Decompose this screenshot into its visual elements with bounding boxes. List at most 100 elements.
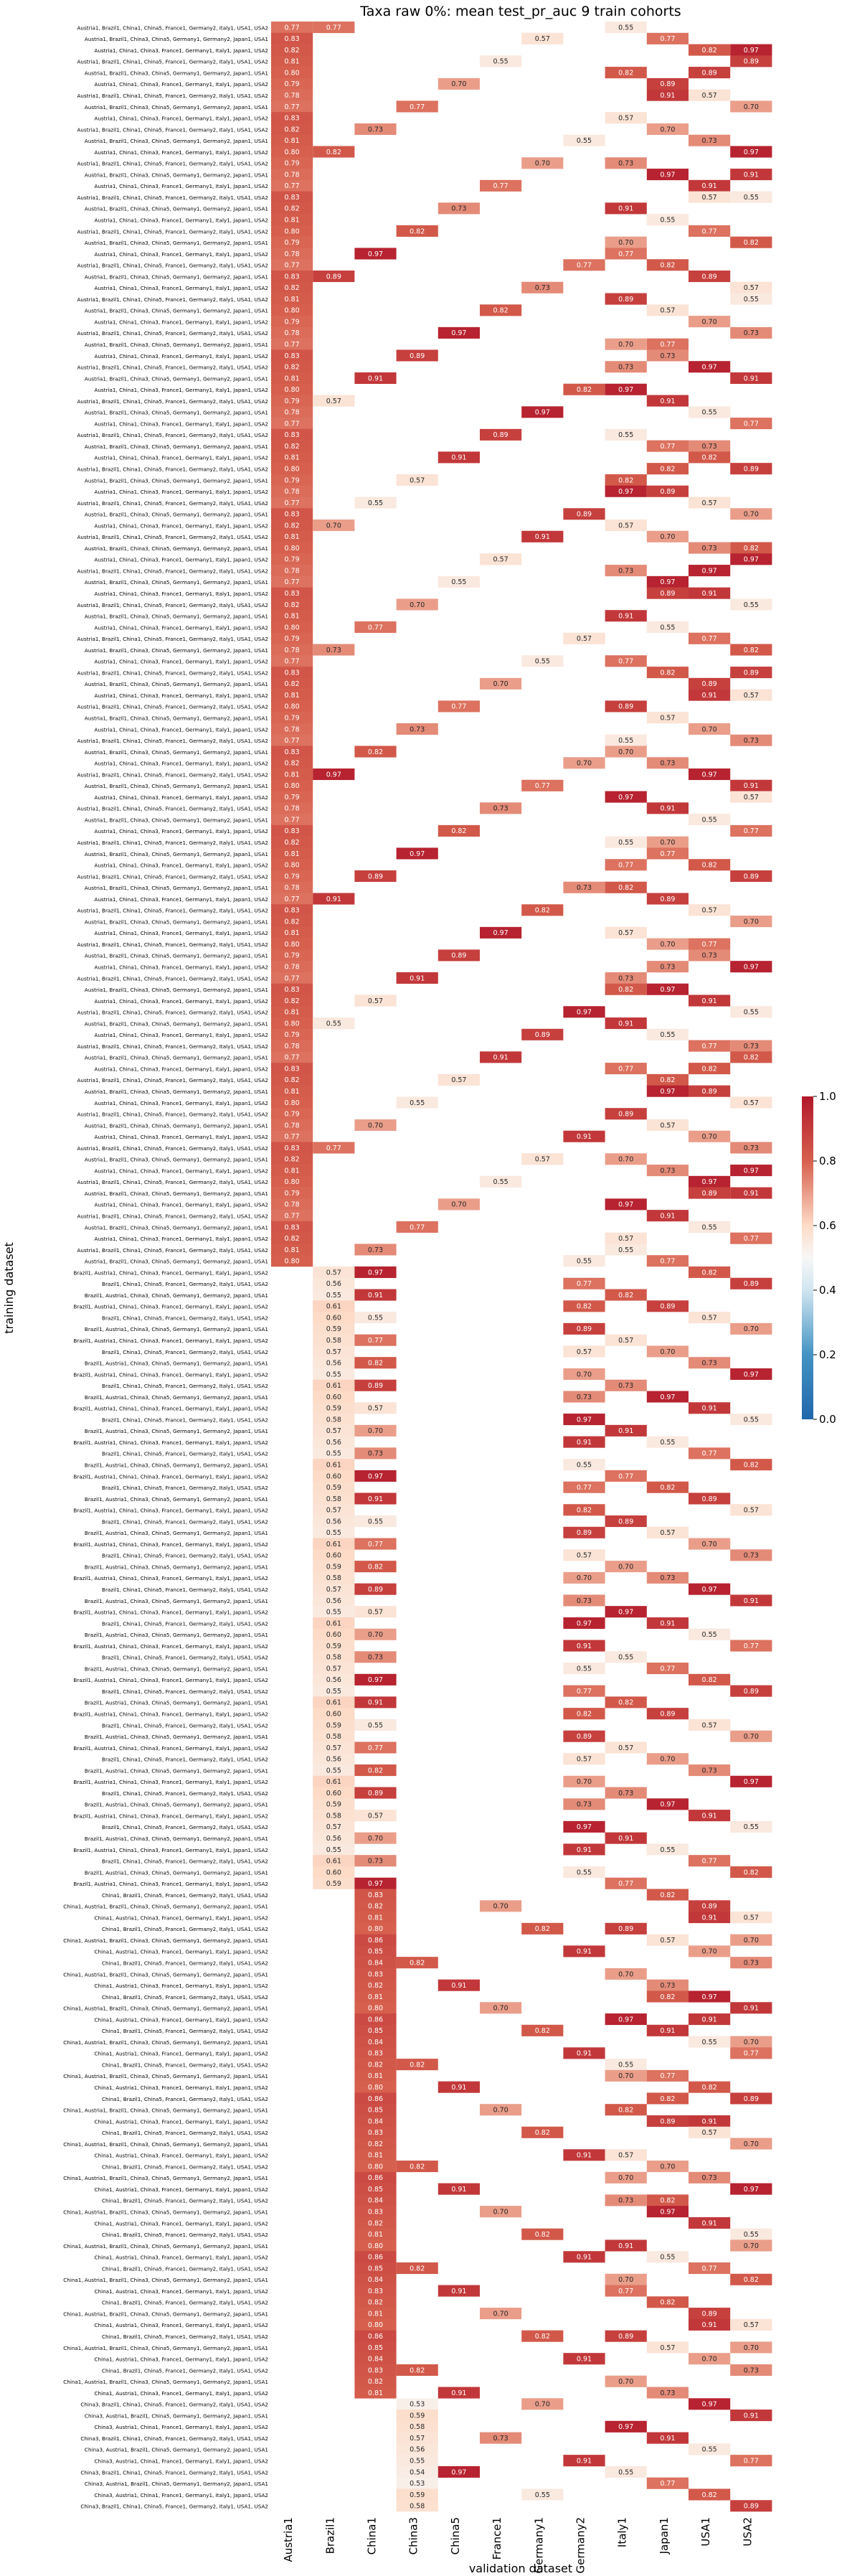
heatmap-cell bbox=[605, 1153, 647, 1165]
cell-value-label: 0.91 bbox=[702, 692, 717, 700]
heatmap-cell bbox=[689, 1900, 731, 1912]
heatmap-cell bbox=[689, 1187, 731, 1199]
row-label: Austria1, China1, China3, France1, Germa… bbox=[95, 285, 268, 291]
cell-value-label: 0.77 bbox=[285, 420, 300, 428]
row-label: Austria1, Brazil1, China1, China5, Franc… bbox=[77, 330, 269, 337]
heatmap-cell bbox=[563, 1504, 605, 1516]
heatmap-cell bbox=[730, 2341, 772, 2354]
heatmap-cell bbox=[271, 55, 313, 67]
row-label: Austria1, Brazil1, China3, China5, Germa… bbox=[85, 512, 268, 518]
cell-value-label: 0.91 bbox=[702, 2219, 717, 2227]
heatmap-cell bbox=[646, 349, 689, 362]
cell-value-label: 0.91 bbox=[577, 2457, 592, 2465]
heatmap-cell bbox=[354, 1934, 397, 1946]
heatmap-cell bbox=[605, 2059, 647, 2071]
cell-value-label: 0.61 bbox=[326, 1461, 341, 1469]
heatmap-cell bbox=[605, 836, 647, 848]
cell-value-label: 0.55 bbox=[493, 58, 508, 66]
heatmap-cell bbox=[730, 2500, 772, 2512]
cell-value-label: 0.73 bbox=[368, 1450, 383, 1458]
heatmap-cell bbox=[313, 1515, 355, 1528]
row-label: Brazil1, Austria1, China1, China3, Franc… bbox=[73, 1643, 268, 1650]
heatmap-cell bbox=[271, 293, 313, 305]
cell-value-label: 0.77 bbox=[285, 737, 300, 745]
heatmap-cell bbox=[730, 1775, 772, 1787]
cell-value-label: 0.70 bbox=[744, 1733, 759, 1741]
row-label: Austria1, Brazil1, China1, China5, Franc… bbox=[77, 466, 269, 472]
cell-value-label: 0.82 bbox=[326, 149, 341, 156]
cell-value-label: 0.60 bbox=[326, 1790, 341, 1797]
heatmap-cell bbox=[563, 632, 605, 644]
row-label: Brazil1, Austria1, China3, China5, Germa… bbox=[85, 1360, 268, 1367]
cell-value-label: 0.77 bbox=[410, 103, 425, 111]
heatmap-cell bbox=[730, 1368, 772, 1381]
heatmap-cell bbox=[730, 1685, 772, 1697]
heatmap-cell bbox=[730, 1459, 772, 1471]
heatmap-cell bbox=[646, 847, 689, 860]
cell-value-label: 0.54 bbox=[410, 2468, 425, 2476]
heatmap-cell bbox=[271, 938, 313, 950]
heatmap-cell bbox=[730, 961, 772, 973]
heatmap-cell bbox=[605, 746, 647, 758]
heatmap-cell bbox=[271, 734, 313, 746]
heatmap-cell bbox=[689, 565, 731, 577]
heatmap-cell bbox=[354, 1334, 397, 1346]
cell-value-label: 0.77 bbox=[618, 1880, 633, 1888]
cell-value-label: 0.73 bbox=[744, 1959, 759, 1967]
row-label: Austria1, Brazil1, China1, China5, Franc… bbox=[77, 365, 269, 371]
cell-value-label: 0.55 bbox=[326, 1688, 341, 1696]
cell-value-label: 0.70 bbox=[577, 1574, 592, 1582]
heatmap-cell bbox=[271, 418, 313, 430]
heatmap-cell bbox=[354, 1787, 397, 1799]
row-label: Austria1, Brazil1, China3, China5, Germa… bbox=[85, 614, 268, 620]
heatmap-cell bbox=[646, 1526, 689, 1538]
cell-value-label: 0.82 bbox=[368, 1903, 383, 1911]
cell-value-label: 0.81 bbox=[368, 2231, 383, 2239]
cell-value-label: 0.82 bbox=[368, 2061, 383, 2069]
cell-value-label: 0.82 bbox=[285, 918, 300, 926]
heatmap-cell bbox=[521, 779, 564, 791]
heatmap-cell bbox=[271, 225, 313, 237]
cell-value-label: 0.77 bbox=[285, 262, 300, 270]
cell-value-label: 0.80 bbox=[285, 1099, 300, 1107]
cell-value-label: 0.82 bbox=[368, 2219, 383, 2227]
heatmap-cell bbox=[605, 2104, 647, 2116]
cell-value-label: 0.89 bbox=[660, 2117, 675, 2125]
heatmap-cell bbox=[646, 304, 689, 316]
cell-value-label: 0.57 bbox=[702, 194, 717, 202]
cell-value-label: 0.97 bbox=[618, 488, 633, 496]
heatmap-cell bbox=[313, 1142, 355, 1154]
cell-value-label: 0.82 bbox=[368, 1563, 383, 1571]
cell-value-label: 0.57 bbox=[618, 115, 633, 123]
heatmap-cell bbox=[396, 2477, 438, 2489]
row-label: Brazil1, China1, China5, France1, German… bbox=[102, 1824, 268, 1830]
heatmap-cell bbox=[563, 2047, 605, 2059]
row-label: Austria1, Brazil1, China3, China5, Germa… bbox=[85, 1224, 268, 1231]
cell-value-label: 0.70 bbox=[618, 2174, 633, 2182]
row-label: Austria1, China1, China3, France1, Germa… bbox=[95, 149, 268, 156]
cell-value-label: 0.91 bbox=[702, 182, 717, 190]
cell-value-label: 0.55 bbox=[702, 816, 717, 824]
cell-value-label: 0.82 bbox=[618, 69, 633, 77]
cell-value-label: 0.55 bbox=[660, 1031, 675, 1039]
cell-value-label: 0.78 bbox=[285, 963, 300, 971]
heatmap-cell bbox=[271, 1119, 313, 1132]
cell-value-label: 0.81 bbox=[368, 2310, 383, 2318]
cell-value-label: 0.81 bbox=[368, 1993, 383, 2001]
heatmap-cell bbox=[354, 1855, 397, 1867]
row-label: Austria1, China1, China3, France1, Germa… bbox=[95, 964, 268, 970]
cell-value-label: 0.86 bbox=[368, 2095, 383, 2103]
heatmap-cell bbox=[605, 338, 647, 350]
heatmap-cell bbox=[271, 100, 313, 113]
cell-value-label: 0.91 bbox=[618, 205, 633, 213]
row-label: Austria1, China1, China3, France1, Germa… bbox=[95, 726, 268, 733]
heatmap-cell bbox=[605, 1198, 647, 1211]
heatmap-cell bbox=[354, 2228, 397, 2240]
cell-value-label: 0.60 bbox=[326, 1393, 341, 1401]
cell-value-label: 0.97 bbox=[368, 250, 383, 258]
heatmap-cell bbox=[730, 2410, 772, 2422]
heatmap-cell bbox=[689, 225, 731, 237]
cell-value-label: 0.70 bbox=[660, 839, 675, 847]
cell-value-label: 0.57 bbox=[702, 907, 717, 915]
cell-value-label: 0.70 bbox=[744, 2344, 759, 2352]
